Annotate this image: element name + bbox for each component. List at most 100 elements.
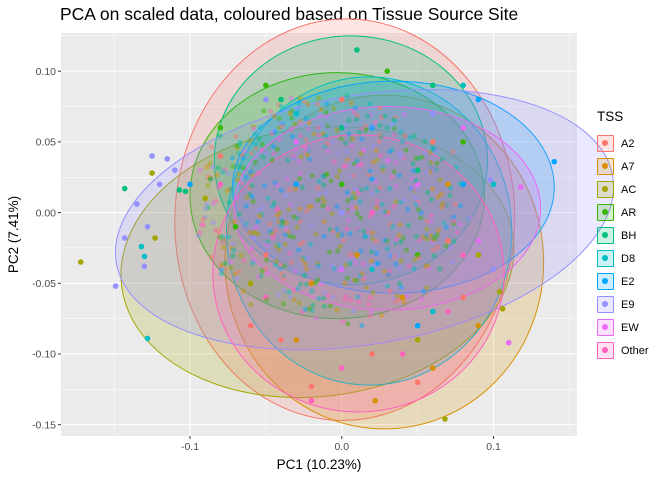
- cloud-point: [306, 120, 312, 126]
- cloud-point: [250, 198, 256, 204]
- cloud-point: [208, 175, 214, 181]
- cloud-point: [272, 180, 278, 186]
- cloud-point: [358, 272, 364, 278]
- cloud-point: [315, 263, 321, 269]
- cloud-point: [374, 203, 380, 209]
- cloud-point: [249, 246, 255, 252]
- cloud-point: [304, 146, 310, 152]
- point-e9: [134, 201, 140, 207]
- cloud-point: [269, 157, 275, 164]
- cloud-point: [405, 222, 412, 228]
- cloud-point: [435, 194, 441, 200]
- cloud-point: [418, 210, 424, 216]
- cloud-point: [344, 189, 350, 195]
- cloud-point: [410, 161, 416, 167]
- cloud-point: [423, 233, 429, 239]
- cloud-point: [428, 160, 434, 166]
- legend-key: [597, 158, 614, 175]
- cloud-point: [348, 297, 354, 303]
- cloud-point: [389, 174, 395, 180]
- cloud-point: [451, 220, 457, 226]
- cloud-point: [289, 115, 295, 121]
- cloud-point: [343, 293, 349, 299]
- cloud-point: [437, 266, 443, 272]
- cloud-point: [325, 206, 331, 212]
- cloud-point: [255, 231, 261, 237]
- cloud-point: [331, 266, 338, 272]
- cloud-point: [387, 252, 393, 259]
- cloud-point: [274, 207, 280, 213]
- cloud-point: [412, 195, 418, 201]
- cloud-point: [234, 142, 240, 149]
- cloud-point: [234, 195, 240, 201]
- cloud-point: [247, 137, 253, 144]
- cloud-point: [247, 184, 253, 191]
- cloud-point: [344, 275, 351, 281]
- cloud-point: [384, 238, 390, 244]
- cloud-point: [279, 121, 286, 127]
- cloud-point: [358, 136, 365, 142]
- cloud-point: [374, 157, 380, 163]
- cloud-point: [243, 174, 249, 180]
- point-e2: [414, 322, 421, 329]
- cloud-point: [268, 108, 274, 114]
- point-bh: [121, 185, 128, 192]
- y-tick-label: -0.10: [32, 349, 56, 361]
- legend-key: [597, 319, 614, 336]
- cloud-point: [385, 273, 391, 279]
- cloud-point: [311, 131, 317, 137]
- cloud-point: [299, 184, 305, 190]
- cloud-point: [321, 182, 327, 188]
- legend-item-other: Other: [597, 339, 649, 362]
- point-e2: [369, 124, 375, 131]
- cloud-point: [422, 138, 428, 145]
- x-tick-label: 0.1: [486, 441, 501, 453]
- cloud-point: [236, 150, 242, 156]
- legend-item-a2: A2: [597, 132, 649, 155]
- cloud-point: [393, 199, 399, 205]
- cloud-point: [295, 107, 301, 113]
- legend-title: TSS: [597, 109, 624, 124]
- point-d8: [369, 266, 375, 272]
- cloud-point: [373, 147, 379, 153]
- cloud-point: [351, 308, 357, 314]
- cloud-point: [277, 265, 283, 271]
- cloud-point: [290, 133, 296, 140]
- cloud-point: [347, 173, 354, 180]
- cloud-point: [230, 163, 236, 170]
- cloud-point: [370, 159, 377, 165]
- cloud-point: [381, 268, 387, 274]
- cloud-point: [249, 183, 255, 189]
- cloud-point: [274, 182, 280, 188]
- cloud-point: [244, 194, 250, 200]
- legend-key: [597, 296, 614, 313]
- cloud-point: [210, 220, 217, 226]
- cloud-point: [325, 293, 331, 299]
- cloud-point: [202, 214, 208, 221]
- cloud-point: [269, 203, 276, 209]
- cloud-point: [334, 248, 341, 254]
- cloud-point: [353, 116, 360, 123]
- point-ac: [247, 280, 254, 287]
- cloud-point: [356, 293, 362, 299]
- cloud-point: [427, 160, 433, 166]
- cloud-point: [422, 150, 428, 156]
- cloud-point: [347, 260, 353, 266]
- cloud-point: [287, 202, 293, 208]
- cloud-point: [430, 247, 436, 253]
- legend-key: [597, 273, 614, 290]
- cloud-point: [262, 266, 269, 272]
- cloud-point: [249, 172, 255, 178]
- cloud-point: [287, 294, 294, 301]
- legend-label: E2: [621, 275, 635, 288]
- cloud-point: [308, 277, 314, 283]
- cloud-point: [251, 230, 257, 236]
- cloud-point: [355, 226, 361, 232]
- cloud-point: [448, 185, 454, 191]
- cloud-point: [387, 186, 393, 192]
- cloud-point: [293, 146, 299, 153]
- cloud-point: [424, 285, 430, 291]
- point-ew: [338, 266, 345, 272]
- cloud-point: [391, 203, 397, 210]
- cloud-point: [250, 258, 257, 264]
